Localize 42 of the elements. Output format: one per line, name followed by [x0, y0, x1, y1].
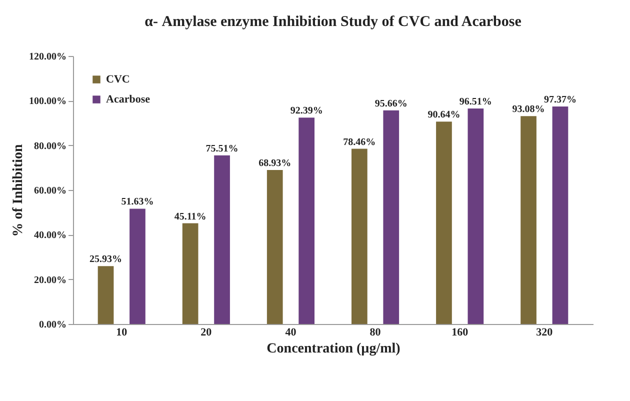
y-tick-label: 40.00%: [34, 230, 66, 242]
bar: [98, 266, 114, 324]
data-label: 96.51%: [459, 96, 492, 108]
bar: [383, 110, 400, 324]
bar: [468, 108, 484, 324]
x-tick-label: 160: [452, 326, 469, 338]
data-label: 45.11%: [174, 211, 206, 222]
x-tick-label: 40: [285, 326, 297, 338]
x-tick-label: 80: [370, 326, 382, 338]
x-axis-title: Concentration (µg/ml): [266, 342, 401, 356]
x-tick-label: 320: [536, 326, 554, 338]
bar: [214, 155, 230, 324]
legend-label: Acarbose: [106, 94, 150, 106]
bar: [552, 106, 568, 324]
y-tick-label: 60.00%: [34, 186, 66, 196]
bar: [436, 122, 452, 324]
data-label: 68.93%: [258, 158, 292, 170]
y-tick-label: 120.00%: [29, 52, 66, 62]
bar: [130, 208, 146, 324]
y-tick-label: 20.00%: [34, 274, 66, 286]
data-label: 90.64%: [428, 110, 460, 121]
bar: [520, 116, 536, 324]
data-label: 51.63%: [121, 196, 154, 208]
x-tick-label: 10: [116, 326, 128, 338]
data-label: 25.93%: [90, 254, 122, 266]
bar: [298, 118, 315, 324]
legend-label: CVC: [106, 74, 130, 86]
data-label: 78.46%: [343, 136, 376, 148]
y-tick-label: 0.00%: [39, 320, 66, 330]
chart-title: α- Amylase enzyme Inhibition Study of CVC and Acarbose: [144, 14, 522, 30]
data-label: 92.39%: [290, 106, 323, 117]
data-label: 93.08%: [512, 104, 545, 116]
data-label: 95.66%: [374, 98, 408, 110]
y-tick-label: 100.00%: [29, 96, 66, 108]
bar: [266, 170, 283, 324]
bar: [351, 148, 368, 324]
y-tick-label: 80.00%: [34, 140, 66, 152]
data-label: 75.51%: [206, 143, 238, 154]
data-label: 97.37%: [544, 94, 576, 106]
x-tick-label: 20: [200, 326, 212, 338]
bar: [182, 223, 198, 324]
y-axis-title: % of Inhibition: [11, 144, 26, 237]
